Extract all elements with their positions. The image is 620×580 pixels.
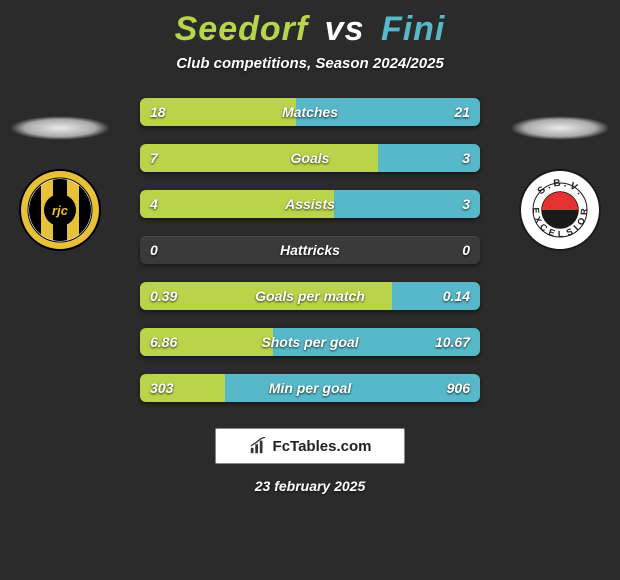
stat-value-right: 0 bbox=[462, 236, 470, 264]
stat-label: Assists bbox=[140, 190, 480, 218]
club-crest-left: rjc bbox=[18, 168, 102, 252]
stat-row: Goals7 3 bbox=[140, 144, 480, 172]
stat-row: Hattricks0 0 bbox=[140, 236, 480, 264]
club-crest-right: S . B . V . E X C E L S I O R bbox=[518, 168, 602, 252]
crest-shadow-right bbox=[510, 116, 610, 140]
stat-value-right: 10.67 bbox=[435, 328, 470, 356]
stat-row: Matches18 21 bbox=[140, 98, 480, 126]
stat-label: Goals per match bbox=[140, 282, 480, 310]
stat-row: Goals per match0.39 0.14 bbox=[140, 282, 480, 310]
stat-value-left: 0.39 bbox=[150, 282, 177, 310]
stat-value-left: 303 bbox=[150, 374, 173, 402]
player1-name: Seedorf bbox=[175, 10, 309, 48]
branding-badge[interactable]: FcTables.com bbox=[215, 428, 405, 464]
stat-value-right: 21 bbox=[454, 98, 470, 126]
svg-text:rjc: rjc bbox=[52, 203, 69, 218]
subtitle: Club competitions, Season 2024/2025 bbox=[0, 55, 620, 72]
stat-row: Shots per goal6.86 10.67 bbox=[140, 328, 480, 356]
stat-rows: Matches1821Goals73Assists43Hattricks00Go… bbox=[140, 98, 480, 402]
branding-text: FcTables.com bbox=[273, 438, 372, 455]
stat-value-left: 18 bbox=[150, 98, 166, 126]
player2-name: Fini bbox=[381, 10, 445, 48]
stat-value-left: 7 bbox=[150, 144, 158, 172]
fctables-logo-icon bbox=[249, 437, 267, 455]
snapshot-date: 23 february 2025 bbox=[0, 478, 620, 494]
main-panel: rjc S . B . V . E X C E L S I O R Matche… bbox=[0, 98, 620, 402]
stat-row: Assists4 3 bbox=[140, 190, 480, 218]
stat-value-right: 906 bbox=[447, 374, 470, 402]
stat-value-right: 0.14 bbox=[443, 282, 470, 310]
stat-label: Goals bbox=[140, 144, 480, 172]
stat-value-left: 4 bbox=[150, 190, 158, 218]
comparison-title: Seedorf vs Fini bbox=[0, 0, 620, 55]
stat-value-right: 3 bbox=[462, 144, 470, 172]
excelsior-crest-icon: S . B . V . E X C E L S I O R bbox=[518, 168, 602, 252]
crest-shadow-left bbox=[10, 116, 110, 140]
roda-crest-icon: rjc bbox=[18, 168, 102, 252]
stat-label: Hattricks bbox=[140, 236, 480, 264]
stat-value-left: 0 bbox=[150, 236, 158, 264]
stat-value-left: 6.86 bbox=[150, 328, 177, 356]
stat-row: Min per goal303 906 bbox=[140, 374, 480, 402]
vs-label: vs bbox=[325, 10, 365, 48]
stat-label: Matches bbox=[140, 98, 480, 126]
stat-label: Shots per goal bbox=[140, 328, 480, 356]
stat-label: Min per goal bbox=[140, 374, 480, 402]
stat-value-right: 3 bbox=[462, 190, 470, 218]
